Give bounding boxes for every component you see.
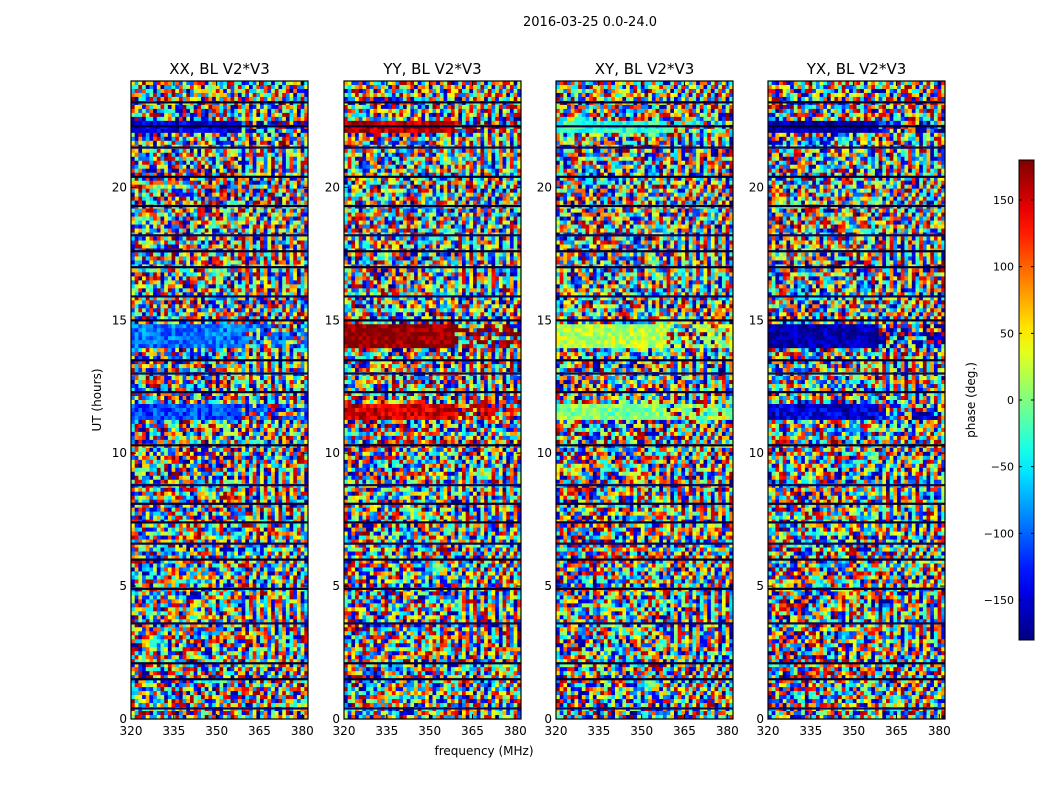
colorbar-tick-label: 0	[1007, 394, 1014, 407]
y-tick-label: 10	[749, 446, 764, 460]
x-tick-label: 335	[799, 724, 822, 738]
y-tick-label: 15	[112, 313, 127, 327]
x-tick-label: 335	[375, 724, 398, 738]
y-tick-label: 5	[119, 579, 127, 593]
x-tick-label: 365	[248, 724, 271, 738]
y-tick-label: 10	[537, 446, 552, 460]
panel-yx: YX, BL V2*V3 320 335 350 365 380 0 5 10 15 20	[749, 60, 951, 738]
y-tick-label: 20	[749, 180, 764, 194]
phase-waterfall-image	[344, 81, 521, 719]
panel-xy: XY, BL V2*V3 320 335 350 365 380 0 5 10 15 20	[537, 60, 739, 738]
x-tick-label: 350	[842, 724, 865, 738]
y-tick-label: 15	[537, 313, 552, 327]
phase-waterfall-image	[768, 81, 945, 719]
y-tick-label: 15	[749, 313, 764, 327]
figure-title: 2016-03-25 0.0-24.0	[523, 15, 657, 30]
x-tick-label: 380	[928, 724, 951, 738]
y-tick-label: 10	[112, 446, 127, 460]
y-tick-label: 20	[537, 180, 552, 194]
x-tick-label: 365	[885, 724, 908, 738]
x-tick-label: 335	[587, 724, 610, 738]
x-tick-label: 320	[545, 724, 568, 738]
y-axis-label: UT (hours)	[90, 368, 104, 431]
panel-title: XY, BL V2*V3	[595, 60, 695, 78]
colorbar-tick-label: 150	[993, 194, 1014, 207]
x-tick-label: 365	[461, 724, 484, 738]
colorbar-tick-label: −100	[984, 527, 1014, 540]
panel-frame	[767, 80, 946, 720]
y-tick-label: 5	[544, 579, 552, 593]
y-tick-label: 0	[332, 712, 340, 726]
x-tick-label: 380	[504, 724, 527, 738]
y-tick-label: 10	[325, 446, 340, 460]
y-tick-label: 15	[325, 313, 340, 327]
y-tick-label: 0	[544, 712, 552, 726]
x-tick-label: 350	[418, 724, 441, 738]
y-tick-label: 0	[119, 712, 127, 726]
x-tick-label: 350	[205, 724, 228, 738]
panel-frame	[343, 80, 522, 720]
colorbar: 150 100 50 0 −50 −100 −150 phase (deg.)	[964, 159, 1035, 641]
x-tick-label: 320	[333, 724, 356, 738]
x-tick-label: 380	[291, 724, 314, 738]
colorbar-label: phase (deg.)	[964, 362, 978, 438]
panel-frame	[130, 80, 309, 720]
panel-title: YY, BL V2*V3	[382, 60, 481, 78]
x-tick-label: 350	[630, 724, 653, 738]
y-tick-label: 5	[756, 579, 764, 593]
panel-xx: XX, BL V2*V3 320 335 350 365 380 0 5 10 15 20	[112, 60, 314, 738]
y-tick-label: 20	[112, 180, 127, 194]
x-tick-label: 320	[757, 724, 780, 738]
x-axis-label: frequency (MHz)	[434, 744, 533, 758]
x-tick-label: 380	[716, 724, 739, 738]
panel-title: XX, BL V2*V3	[169, 60, 270, 78]
y-tick-label: 0	[756, 712, 764, 726]
colorbar-tick-label: 50	[1000, 327, 1014, 340]
colorbar-tick-label: −50	[991, 461, 1014, 474]
panel-yy: YY, BL V2*V3 320 335 350 365 380 0 5 10 15 20	[325, 60, 527, 738]
colorbar-tick-label: 100	[993, 261, 1014, 274]
panel-title: YX, BL V2*V3	[806, 60, 907, 78]
colorbar-tick-label: −150	[984, 594, 1014, 607]
phase-waterfall-image	[131, 81, 308, 719]
x-tick-label: 335	[162, 724, 185, 738]
y-tick-label: 20	[325, 180, 340, 194]
x-tick-label: 365	[673, 724, 696, 738]
phase-waterfall-image	[556, 81, 733, 719]
panel-frame	[555, 80, 734, 720]
y-tick-label: 5	[332, 579, 340, 593]
x-tick-label: 320	[120, 724, 143, 738]
